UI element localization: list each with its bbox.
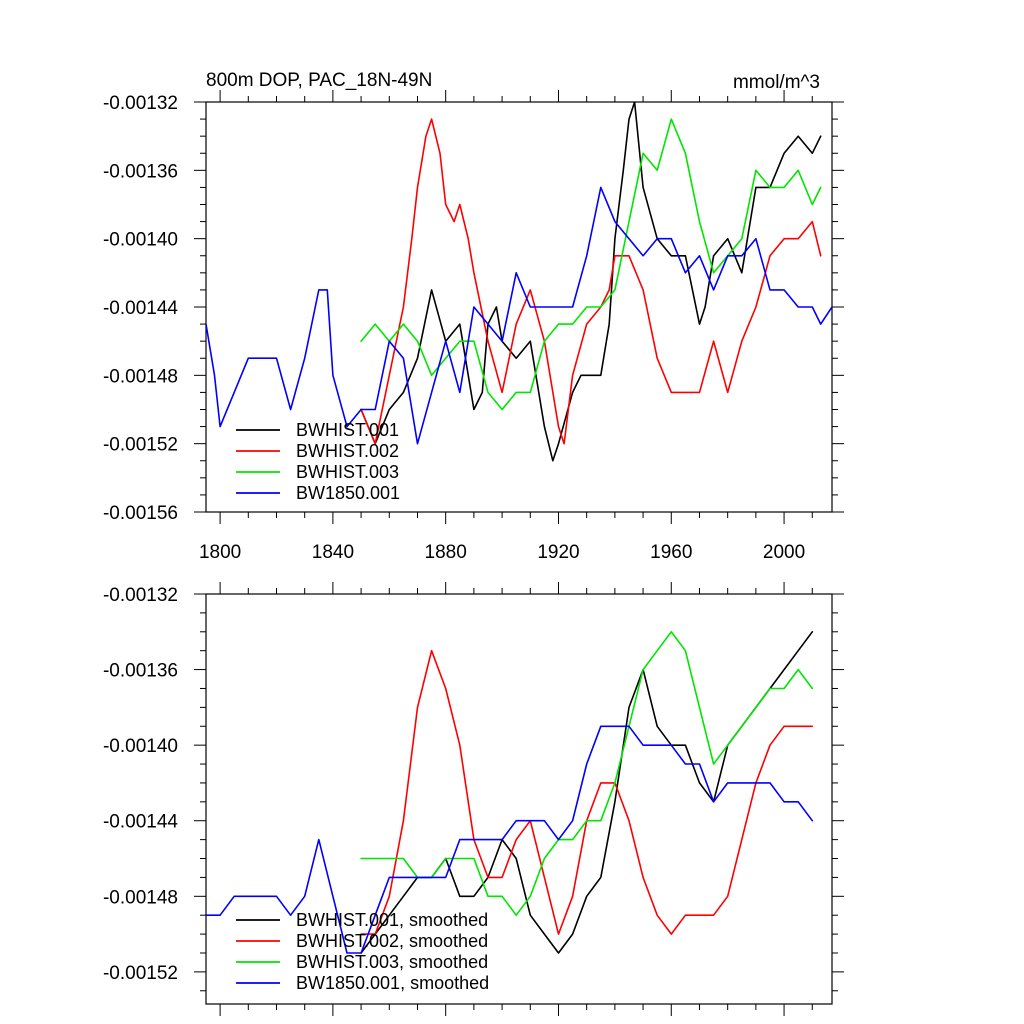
series-line-bwhist-003 [360,118,822,411]
y-tick-label: -0.00136 [103,661,178,682]
series-line-bwhist-001-smoothed [360,630,814,954]
legend-label: BW1850.001, smoothed [296,973,489,993]
series-line-bw1850-001-smoothed [206,725,814,954]
series-line-bwhist-002 [360,118,822,445]
series-line-bwhist-002-smoothed [360,649,814,935]
legend-label: BWHIST.001 [296,420,399,440]
chart-panel-2: -0.00132 -0.00136 -0.00140 -0.00144 -0.00148… [103,582,844,1016]
x-tick-label: 2000 [763,542,805,563]
x-tick-label: 1840 [312,542,354,563]
y-tick-label: -0.00144 [103,298,178,319]
series-line-bwhist-001 [360,102,822,462]
series-group [206,102,832,462]
units-label: mmol/m^3 [733,72,820,93]
chart-title: 800m DOP, PAC_18N-49N [206,70,432,91]
plot-frame [205,593,833,1005]
y-tick-label: -0.00140 [103,230,178,251]
legend-label: BWHIST.001, smoothed [296,910,488,930]
legend-label: BWHIST.002, smoothed [296,931,488,951]
legend-label: BWHIST.002 [296,441,399,461]
series-line-bwhist-003-smoothed [360,630,814,917]
y-tick-label: -0.00148 [103,366,178,387]
y-tick-label: -0.00140 [103,736,178,757]
legend-label: BWHIST.003 [296,462,399,482]
legend-label: BW1850.001 [296,483,400,503]
x-tick-label: 1880 [425,542,467,563]
legend-label: BWHIST.003, smoothed [296,952,488,972]
y-tick-label: -0.00156 [103,503,178,524]
y-tick-label: -0.00148 [103,887,178,908]
series-group [206,630,814,954]
y-tick-label: -0.00152 [103,435,178,456]
y-tick-label: -0.00132 [103,93,178,114]
y-tick-label: -0.00152 [103,963,178,984]
chart-panel-1: 1800 1840 1880 1920 1960 2000 -0.00132 -0.00136… [103,70,844,563]
series-line-bw1850-001 [206,186,832,445]
y-tick-label: -0.00136 [103,161,178,182]
x-tick-label: 1960 [650,542,692,563]
x-tick-label: 1800 [199,542,241,563]
y-tick-label: -0.00144 [103,812,178,833]
x-tick-label: 1920 [537,542,579,563]
y-tick-label: -0.00132 [103,585,178,606]
